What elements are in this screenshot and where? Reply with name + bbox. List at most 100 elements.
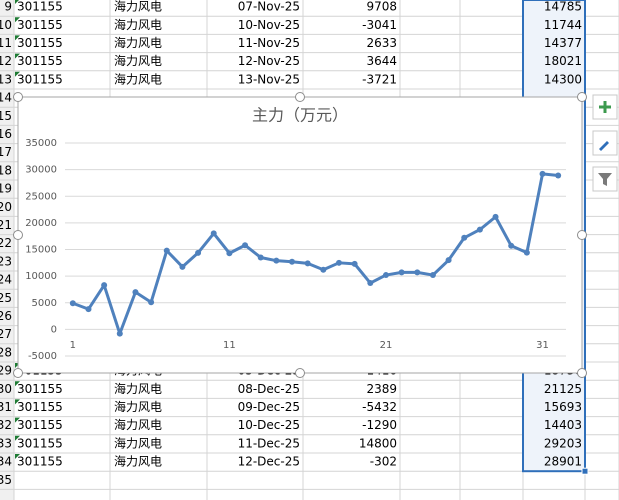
x-tick-label: 21 bbox=[380, 340, 393, 351]
y-tick-label: 20000 bbox=[25, 218, 57, 229]
y-tick-label: 15000 bbox=[25, 245, 57, 256]
data-point bbox=[257, 254, 264, 261]
net-flow: -3041 bbox=[362, 18, 397, 32]
data-point bbox=[523, 249, 530, 256]
data-point bbox=[320, 266, 327, 273]
plus-icon bbox=[599, 101, 611, 113]
data-point bbox=[195, 249, 202, 256]
stock-code: 301155 bbox=[17, 436, 63, 450]
resize-handle[interactable] bbox=[295, 92, 305, 102]
row-header: 25 bbox=[0, 291, 12, 305]
resize-handle[interactable] bbox=[13, 230, 23, 240]
resize-handle[interactable] bbox=[577, 368, 587, 378]
main-flow: 21125 bbox=[544, 382, 582, 396]
main-flow: 15693 bbox=[544, 400, 582, 414]
stock-name: 海力风电 bbox=[114, 381, 162, 396]
x-tick-label: 1 bbox=[70, 340, 76, 351]
stock-code: 301155 bbox=[17, 0, 63, 14]
data-point bbox=[414, 269, 421, 276]
row-header: 18 bbox=[0, 163, 12, 177]
stock-name: 海力风电 bbox=[114, 17, 162, 32]
resize-handle[interactable] bbox=[577, 230, 587, 240]
stock-code: 301155 bbox=[17, 382, 63, 396]
number-as-text-flag bbox=[15, 17, 20, 23]
main-flow: 14785 bbox=[544, 0, 582, 14]
main-flow: 18021 bbox=[544, 54, 582, 68]
chart-title: 主力（万元） bbox=[252, 106, 348, 125]
x-tick-label: 11 bbox=[223, 340, 236, 351]
y-tick-label: -5000 bbox=[28, 351, 57, 362]
date: 13-Nov-25 bbox=[238, 72, 300, 86]
main-flow: 29203 bbox=[544, 436, 582, 450]
resize-handle[interactable] bbox=[13, 368, 23, 378]
data-point bbox=[539, 170, 546, 177]
row-header: 22 bbox=[0, 236, 12, 250]
number-as-text-flag bbox=[15, 399, 20, 405]
stock-code: 301155 bbox=[17, 72, 63, 86]
stock-code: 301155 bbox=[17, 400, 63, 414]
data-point bbox=[210, 230, 217, 237]
date: 10-Nov-25 bbox=[238, 18, 300, 32]
net-flow: 2633 bbox=[366, 36, 397, 50]
main-flow: 11744 bbox=[544, 18, 582, 32]
stock-name: 海力风电 bbox=[114, 417, 162, 432]
stock-code: 301155 bbox=[17, 418, 63, 432]
date: 12-Dec-25 bbox=[238, 455, 300, 469]
stock-name: 海力风电 bbox=[114, 53, 162, 68]
fill-handle bbox=[581, 467, 589, 475]
chart-area[interactable] bbox=[17, 96, 583, 374]
row-header: 34 bbox=[0, 455, 12, 469]
resize-handle[interactable] bbox=[295, 368, 305, 378]
row-header: 10 bbox=[0, 18, 12, 32]
net-flow: -1290 bbox=[362, 418, 397, 432]
number-as-text-flag bbox=[15, 435, 20, 441]
row-header: 35 bbox=[0, 473, 12, 487]
row-header: 32 bbox=[0, 418, 12, 432]
data-point bbox=[476, 226, 483, 233]
stock-code: 301155 bbox=[17, 455, 63, 469]
data-point bbox=[445, 257, 452, 264]
stock-code: 301155 bbox=[17, 18, 63, 32]
date: 09-Dec-25 bbox=[238, 400, 300, 414]
date: 11-Dec-25 bbox=[238, 436, 300, 450]
y-tick-label: 25000 bbox=[25, 191, 57, 202]
data-point bbox=[289, 258, 296, 265]
stock-code: 301155 bbox=[17, 54, 63, 68]
resize-handle[interactable] bbox=[577, 92, 587, 102]
row-header: 15 bbox=[0, 109, 12, 123]
y-tick-label: 35000 bbox=[25, 138, 57, 149]
row-header: 11 bbox=[0, 36, 12, 50]
row-header: 16 bbox=[0, 127, 12, 141]
number-as-text-flag bbox=[15, 0, 19, 4]
resize-handle[interactable] bbox=[13, 92, 23, 102]
data-point bbox=[116, 330, 123, 337]
y-tick-label: 5000 bbox=[32, 298, 57, 309]
data-point bbox=[382, 272, 389, 279]
number-as-text-flag bbox=[15, 454, 20, 459]
data-point bbox=[148, 299, 155, 306]
data-point bbox=[132, 289, 139, 296]
stock-name: 海力风电 bbox=[114, 71, 162, 86]
stock-name: 海力风电 bbox=[114, 35, 162, 50]
row-header: 19 bbox=[0, 182, 12, 196]
data-point bbox=[179, 263, 186, 270]
data-point bbox=[351, 260, 358, 267]
net-flow: -5432 bbox=[362, 400, 397, 414]
row-header: 30 bbox=[0, 382, 12, 396]
main-flow: 14300 bbox=[544, 72, 582, 86]
row-header: 14 bbox=[0, 91, 12, 105]
data-point bbox=[335, 259, 342, 266]
date: 10-Dec-25 bbox=[238, 418, 300, 432]
date: 12-Nov-25 bbox=[238, 54, 300, 68]
main-flow: 28901 bbox=[544, 455, 582, 469]
stock-name: 海力风电 bbox=[114, 435, 162, 450]
data-point bbox=[85, 306, 92, 313]
row-header: 9 bbox=[4, 0, 12, 14]
stock-name: 海力风电 bbox=[114, 399, 162, 414]
row-header: 23 bbox=[0, 254, 12, 268]
row-header: 17 bbox=[0, 145, 12, 159]
stock-name: 海力风电 bbox=[114, 0, 162, 14]
data-point bbox=[461, 234, 468, 241]
data-point bbox=[304, 260, 311, 267]
row-header: 31 bbox=[0, 400, 12, 414]
